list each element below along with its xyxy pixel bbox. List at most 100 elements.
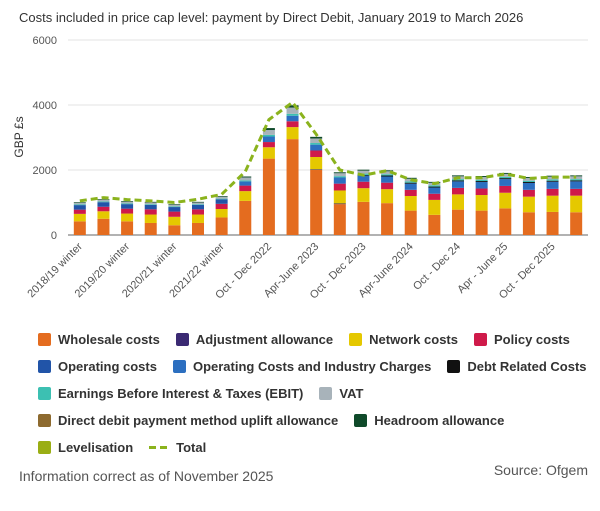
- bar-segment-operating-costs[interactable]: [144, 204, 157, 210]
- bar-segment-headroom-allowance[interactable]: [215, 196, 228, 197]
- bar-segment-network-costs[interactable]: [144, 214, 157, 223]
- bar-segment-vat[interactable]: [381, 171, 394, 175]
- bar-segment-operating-costs-and-industry-charges[interactable]: [546, 181, 559, 189]
- bar-segment-vat[interactable]: [333, 173, 346, 177]
- bar-segment-policy-costs[interactable]: [239, 185, 252, 192]
- bar-segment-wholesale-costs[interactable]: [381, 203, 394, 235]
- bar-segment-wholesale-costs[interactable]: [522, 212, 535, 235]
- bar-segment-policy-costs[interactable]: [404, 189, 417, 196]
- bar-segment-headroom-allowance[interactable]: [499, 172, 512, 174]
- legend-item[interactable]: Earnings Before Interest & Taxes (EBIT): [38, 386, 303, 401]
- bar-segment-network-costs[interactable]: [168, 216, 181, 226]
- bar-segment-network-costs[interactable]: [475, 195, 488, 211]
- legend-item[interactable]: Direct debit payment method uplift allow…: [38, 413, 338, 428]
- bar-segment-operating-costs-and-industry-charges[interactable]: [404, 183, 417, 190]
- bar-segment-headroom-allowance[interactable]: [452, 175, 464, 177]
- bar-segment-operating-costs-and-industry-charges[interactable]: [310, 144, 323, 151]
- bar-segment-earnings-before-interest-taxes-ebit-[interactable]: [333, 176, 346, 178]
- bar-segment-operating-costs-and-industry-charges[interactable]: [262, 136, 275, 143]
- bar-segment-network-costs[interactable]: [381, 189, 394, 204]
- bar-segment-earnings-before-interest-taxes-ebit-[interactable]: [310, 143, 323, 145]
- bar-segment-debt-related-costs[interactable]: [428, 186, 441, 188]
- bar-segment-debt-related-costs[interactable]: [499, 178, 512, 180]
- bar-segment-vat[interactable]: [215, 196, 228, 199]
- bar-segment-headroom-allowance[interactable]: [239, 176, 252, 178]
- bar-segment-wholesale-costs[interactable]: [286, 139, 299, 235]
- total-dashed-line[interactable]: [79, 100, 577, 205]
- bar-segment-operating-costs[interactable]: [192, 204, 204, 210]
- bar-segment-network-costs[interactable]: [499, 192, 512, 209]
- bar-segment-policy-costs[interactable]: [333, 183, 346, 191]
- bar-segment-vat[interactable]: [499, 173, 512, 177]
- bar-segment-policy-costs[interactable]: [73, 209, 86, 214]
- bar-segment-operating-costs-and-industry-charges[interactable]: [239, 181, 252, 186]
- bar-segment-operating-costs-and-industry-charges[interactable]: [475, 182, 488, 189]
- bar-segment-wholesale-costs[interactable]: [310, 170, 323, 235]
- bar-segment-debt-related-costs[interactable]: [381, 175, 394, 177]
- bar-segment-debt-related-costs[interactable]: [546, 180, 559, 182]
- bar-segment-earnings-before-interest-taxes-ebit-[interactable]: [522, 180, 535, 183]
- bar-segment-vat[interactable]: [357, 170, 370, 174]
- legend-item[interactable]: Operating costs: [38, 359, 157, 374]
- bar-segment-wholesale-costs[interactable]: [262, 158, 275, 235]
- bar-segment-headroom-allowance[interactable]: [522, 176, 535, 178]
- bar-segment-policy-costs[interactable]: [286, 121, 299, 128]
- bar-segment-policy-costs[interactable]: [310, 150, 323, 158]
- bar-segment-earnings-before-interest-taxes-ebit-[interactable]: [144, 204, 157, 205]
- bar-segment-operating-costs[interactable]: [73, 205, 86, 210]
- bar-segment-network-costs[interactable]: [310, 157, 323, 170]
- bar-segment-network-costs[interactable]: [404, 196, 417, 211]
- bar-segment-operating-costs-and-industry-charges[interactable]: [499, 179, 512, 186]
- bar-segment-operating-costs[interactable]: [121, 204, 134, 209]
- bar-segment-network-costs[interactable]: [262, 147, 275, 159]
- bar-segment-headroom-allowance[interactable]: [333, 172, 346, 174]
- bar-segment-earnings-before-interest-taxes-ebit-[interactable]: [381, 174, 394, 176]
- bar-segment-vat[interactable]: [192, 202, 204, 205]
- bar-segment-wholesale-costs[interactable]: [357, 201, 370, 235]
- bar-segment-policy-costs[interactable]: [121, 208, 134, 214]
- bar-segment-policy-costs[interactable]: [452, 187, 464, 195]
- bar-segment-earnings-before-interest-taxes-ebit-[interactable]: [97, 201, 110, 203]
- bar-segment-wholesale-costs[interactable]: [570, 212, 583, 235]
- bar-segment-policy-costs[interactable]: [97, 206, 110, 212]
- bar-segment-operating-costs-and-industry-charges[interactable]: [357, 175, 370, 182]
- bar-segment-headroom-allowance[interactable]: [192, 201, 204, 203]
- bar-segment-debt-related-costs[interactable]: [475, 181, 488, 183]
- legend-item[interactable]: Total: [149, 440, 206, 455]
- bar-segment-headroom-allowance[interactable]: [404, 177, 417, 179]
- bar-segment-network-costs[interactable]: [215, 209, 228, 218]
- bar-segment-headroom-allowance[interactable]: [97, 199, 110, 200]
- bar-segment-network-costs[interactable]: [546, 195, 559, 212]
- legend-item[interactable]: Operating Costs and Industry Charges: [172, 359, 431, 374]
- bar-segment-earnings-before-interest-taxes-ebit-[interactable]: [168, 206, 181, 208]
- bar-segment-headroom-allowance[interactable]: [286, 105, 299, 108]
- bar-segment-wholesale-costs[interactable]: [428, 214, 441, 235]
- bar-segment-wholesale-costs[interactable]: [192, 222, 204, 235]
- bar-segment-policy-costs[interactable]: [168, 211, 181, 217]
- bar-segment-policy-costs[interactable]: [144, 209, 157, 215]
- bar-segment-wholesale-costs[interactable]: [452, 209, 464, 235]
- bar-segment-policy-costs[interactable]: [570, 188, 583, 196]
- bar-segment-operating-costs-and-industry-charges[interactable]: [522, 183, 535, 190]
- bar-segment-operating-costs-and-industry-charges[interactable]: [452, 181, 464, 188]
- legend-item[interactable]: Debt Related Costs: [447, 359, 587, 374]
- bar-segment-operating-costs-and-industry-charges[interactable]: [286, 115, 299, 122]
- bar-segment-operating-costs[interactable]: [97, 202, 110, 207]
- legend-item[interactable]: VAT: [319, 386, 363, 401]
- bar-segment-earnings-before-interest-taxes-ebit-[interactable]: [262, 134, 275, 137]
- legend-item[interactable]: Wholesale costs: [38, 332, 160, 347]
- bar-segment-wholesale-costs[interactable]: [144, 222, 157, 235]
- bar-segment-wholesale-costs[interactable]: [168, 225, 181, 235]
- bar-segment-policy-costs[interactable]: [428, 193, 441, 200]
- bar-segment-earnings-before-interest-taxes-ebit-[interactable]: [239, 180, 252, 182]
- bar-segment-network-costs[interactable]: [97, 211, 110, 219]
- bar-segment-vat[interactable]: [121, 201, 134, 204]
- bar-segment-policy-costs[interactable]: [546, 188, 559, 196]
- bar-segment-earnings-before-interest-taxes-ebit-[interactable]: [73, 204, 86, 206]
- bar-segment-wholesale-costs[interactable]: [97, 218, 110, 235]
- bar-segment-network-costs[interactable]: [286, 127, 299, 140]
- bar-segment-headroom-allowance[interactable]: [168, 204, 181, 205]
- bar-segment-earnings-before-interest-taxes-ebit-[interactable]: [121, 203, 134, 205]
- bar-segment-earnings-before-interest-taxes-ebit-[interactable]: [215, 198, 228, 200]
- bar-segment-vat[interactable]: [144, 202, 157, 205]
